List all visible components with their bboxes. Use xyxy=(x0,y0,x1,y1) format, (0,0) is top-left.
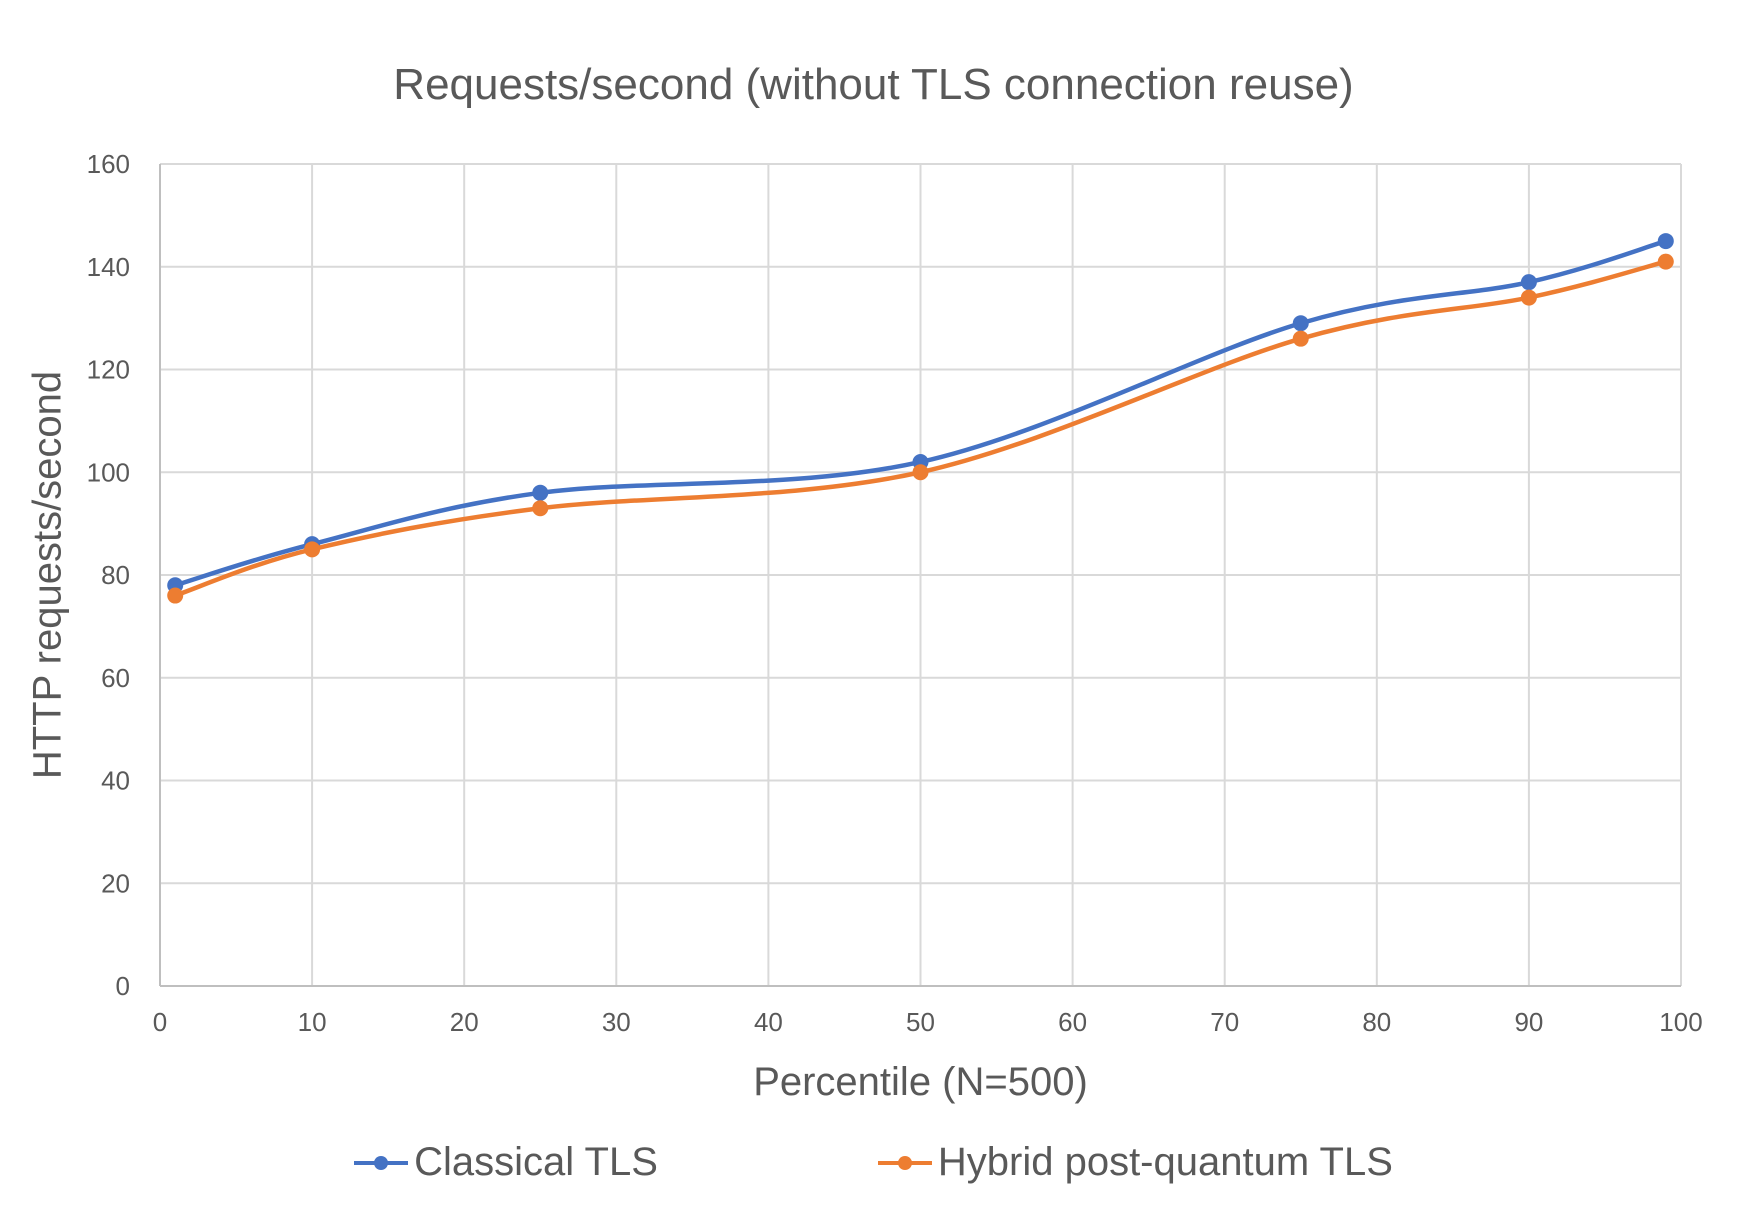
y-tick-label: 20 xyxy=(101,868,130,898)
tick-labels: 0 20 40 60 80 100 120 140 160 0 10 20 30 40 50 60 70 80 90… xyxy=(87,149,1703,1037)
data-point xyxy=(532,500,549,517)
legend-item-classical[interactable]: Classical TLS xyxy=(354,1140,658,1185)
x-tick-label: 40 xyxy=(754,1007,783,1037)
x-tick-label: 0 xyxy=(153,1007,167,1037)
legend-label: Hybrid post-quantum TLS xyxy=(937,1140,1393,1184)
y-tick-label: 0 xyxy=(116,971,130,1001)
y-tick-label: 120 xyxy=(87,355,130,385)
legend: Classical TLS Hybrid post-quantum TLS xyxy=(0,1140,1747,1185)
x-tick-label: 80 xyxy=(1362,1007,1391,1037)
data-point xyxy=(1657,253,1674,270)
legend-label: Classical TLS xyxy=(414,1140,658,1184)
series-lines xyxy=(167,233,1674,604)
y-tick-label: 160 xyxy=(87,149,130,179)
y-tick-label: 60 xyxy=(101,663,130,693)
data-point xyxy=(1657,233,1674,250)
x-tick-label: 70 xyxy=(1210,1007,1239,1037)
legend-item-hybrid[interactable]: Hybrid post-quantum TLS xyxy=(877,1140,1393,1185)
y-tick-label: 100 xyxy=(87,457,130,487)
x-tick-label: 100 xyxy=(1659,1007,1702,1037)
x-axis-label: Percentile (N=500) xyxy=(753,1060,1088,1104)
axes xyxy=(159,164,1681,987)
y-tick-label: 40 xyxy=(101,766,130,796)
y-axis-label: HTTP requests/second xyxy=(25,370,70,780)
gridlines xyxy=(160,163,1682,986)
x-tick-label: 50 xyxy=(906,1007,935,1037)
x-tick-label: 20 xyxy=(450,1007,479,1037)
chart-title: Requests/second (without TLS connection … xyxy=(393,60,1354,109)
data-point xyxy=(532,484,549,501)
data-point xyxy=(1520,289,1537,306)
legend-marker-icon xyxy=(877,1160,932,1165)
legend-marker-icon xyxy=(354,1160,409,1165)
x-tick-label: 60 xyxy=(1058,1007,1087,1037)
x-tick-label: 10 xyxy=(298,1007,327,1037)
y-tick-label: 140 xyxy=(87,252,130,282)
x-tick-label: 90 xyxy=(1514,1007,1543,1037)
x-tick-label: 30 xyxy=(602,1007,631,1037)
series-1 xyxy=(167,253,1674,604)
data-point xyxy=(1292,330,1309,347)
data-point xyxy=(912,464,929,481)
y-tick-label: 80 xyxy=(101,560,130,590)
data-point xyxy=(1520,274,1537,291)
data-point xyxy=(167,587,184,604)
data-point xyxy=(304,541,321,558)
data-point xyxy=(1292,315,1309,332)
